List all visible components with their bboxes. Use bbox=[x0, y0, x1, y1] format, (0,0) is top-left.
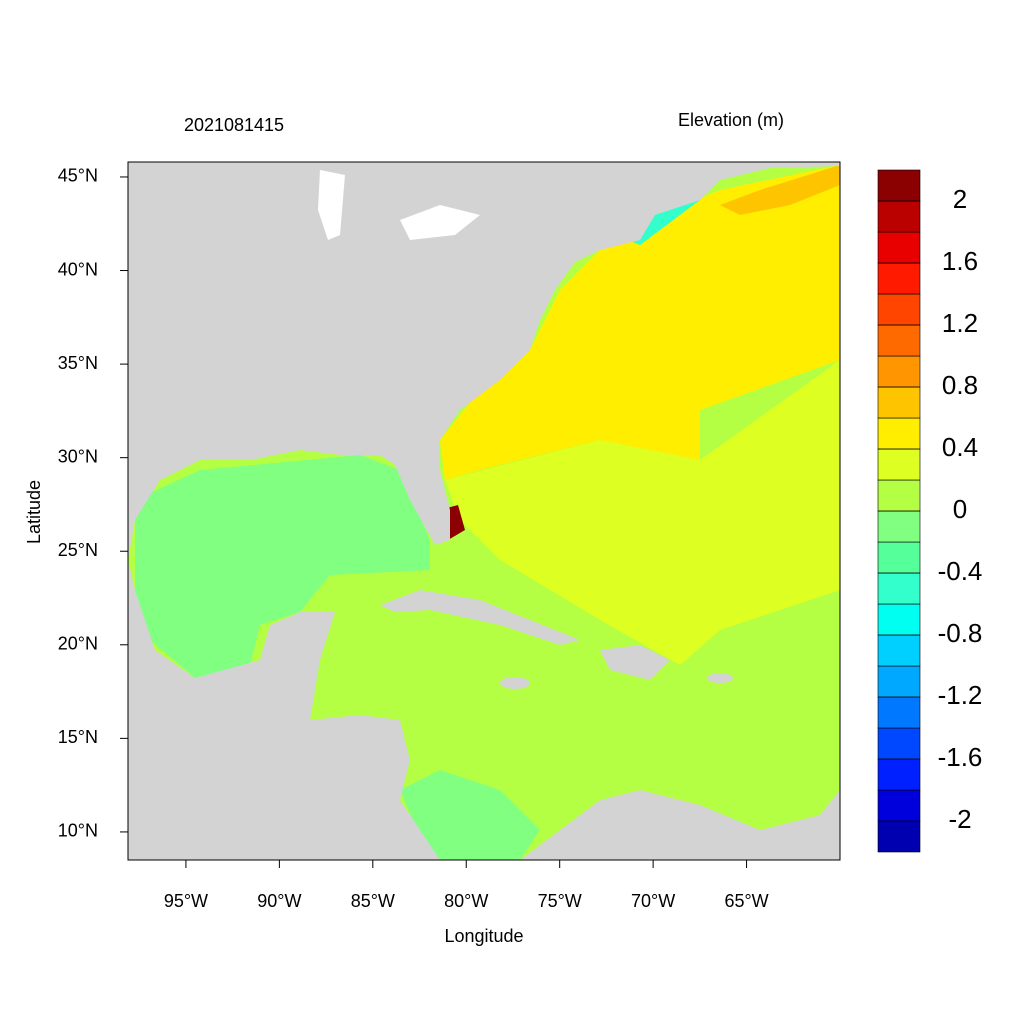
y-axis-label: Latitude bbox=[24, 480, 44, 544]
x-tick-label: 95°W bbox=[164, 891, 208, 911]
colorbar-box bbox=[877, 200, 921, 233]
x-tick-label: 65°W bbox=[724, 891, 768, 911]
x-axis-label: Longitude bbox=[444, 926, 523, 946]
colorbar-label: 0 bbox=[953, 494, 967, 524]
y-tick-label: 30°N bbox=[58, 446, 98, 466]
colorbar-box bbox=[877, 727, 921, 760]
colorbar-box bbox=[877, 355, 921, 388]
colorbar-box bbox=[877, 293, 921, 326]
colorbar-box bbox=[877, 448, 921, 481]
plot-frame bbox=[127, 161, 841, 861]
colorbar-box bbox=[877, 665, 921, 698]
colorbar-label: 1.2 bbox=[942, 308, 978, 338]
colorbar-box bbox=[877, 789, 921, 822]
y-tick-label: 40°N bbox=[58, 259, 98, 279]
ocean-gulf-of-maine bbox=[720, 165, 840, 215]
ocean-atlantic-south bbox=[445, 360, 840, 665]
colorbar-label: -2 bbox=[948, 804, 971, 834]
colorbar-box bbox=[877, 169, 921, 202]
colorbar-label: 0.4 bbox=[942, 432, 978, 462]
colorbar-label: -1.2 bbox=[938, 680, 983, 710]
x-tick-label: 85°W bbox=[351, 891, 395, 911]
colorbar-box bbox=[877, 510, 921, 543]
colorbar-label: -0.8 bbox=[938, 618, 983, 648]
colorbar-box bbox=[877, 820, 921, 853]
land-central-america bbox=[128, 560, 440, 860]
land-south-america bbox=[520, 790, 840, 860]
map-title: 2021081415 bbox=[184, 115, 284, 135]
x-tick-label: 80°W bbox=[444, 891, 488, 911]
land-north-america bbox=[128, 162, 840, 560]
colorbar-box bbox=[877, 417, 921, 450]
colorbar-label: -0.4 bbox=[938, 556, 983, 586]
y-tick-label: 15°N bbox=[58, 727, 98, 747]
colorbar-box bbox=[877, 231, 921, 264]
land-cuba bbox=[380, 590, 580, 645]
great-lakes bbox=[318, 170, 345, 240]
colorbar-box bbox=[877, 324, 921, 357]
y-tick-label: 35°N bbox=[58, 353, 98, 373]
colorbar-box bbox=[877, 696, 921, 729]
ocean-atlantic-north bbox=[440, 165, 840, 480]
colorbar-box bbox=[877, 262, 921, 295]
colorbar-box bbox=[877, 572, 921, 605]
colorbar-box bbox=[877, 603, 921, 636]
map-field bbox=[128, 162, 840, 860]
x-tick-label: 90°W bbox=[257, 891, 301, 911]
colorbar-box bbox=[877, 541, 921, 574]
y-tick-label: 20°N bbox=[58, 634, 98, 654]
colorbar-label: 1.6 bbox=[942, 246, 978, 276]
ocean-gulf bbox=[135, 455, 430, 678]
ocean-colombia-basin bbox=[400, 770, 540, 860]
land-puerto-rico bbox=[707, 673, 733, 683]
y-tick-label: 10°N bbox=[58, 821, 98, 841]
colorbar-label: 2 bbox=[953, 184, 967, 214]
axes: 95°W 90°W 85°W 80°W 75°W 70°W 65°W 10°N 15°N 20°N… bbox=[58, 166, 769, 911]
colorbar-label: -1.6 bbox=[938, 742, 983, 772]
x-tick-label: 75°W bbox=[538, 891, 582, 911]
land-jamaica bbox=[500, 677, 530, 689]
colorbar-box bbox=[877, 634, 921, 667]
variable-title: Elevation (m) bbox=[678, 110, 784, 130]
colorbar-box bbox=[877, 386, 921, 419]
colorbar: -2 -1.6 -1.2 -0.8 -0.4 0 0.4 0.8 1.2 1.6 2 bbox=[877, 169, 983, 853]
y-tick-label: 25°N bbox=[58, 540, 98, 560]
colorbar-label: 0.8 bbox=[942, 370, 978, 400]
land-hispaniola bbox=[600, 645, 670, 680]
colorbar-box bbox=[877, 758, 921, 791]
y-tick-label: 45°N bbox=[58, 166, 98, 186]
colorbar-box bbox=[877, 479, 921, 512]
great-lakes bbox=[400, 205, 480, 240]
x-tick-label: 70°W bbox=[631, 891, 675, 911]
